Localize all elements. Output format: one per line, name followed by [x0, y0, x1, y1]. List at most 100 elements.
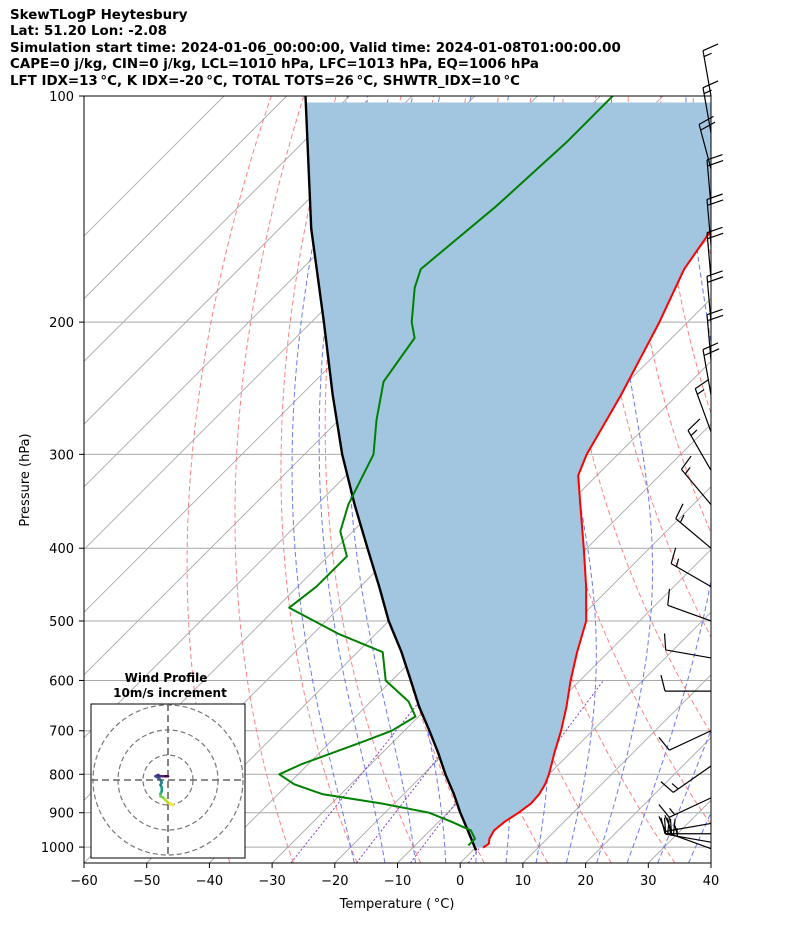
x-tick-label: 40: [703, 874, 720, 889]
wind-barb-half-flag: [671, 783, 679, 790]
wind-barb-half-flag: [676, 827, 679, 837]
wind-barb-half-flag: [684, 466, 691, 475]
y-tick-label: 1000: [41, 841, 74, 856]
wind-barb-half-flag: [696, 389, 705, 395]
x-tick-label: −20: [321, 874, 348, 889]
x-tick-label: 0: [456, 874, 464, 889]
wind-barb-staff: [667, 832, 712, 850]
dry-adiabat: [280, 96, 358, 863]
wind-barb-flag: [700, 121, 716, 131]
wind-barb-staff: [667, 604, 712, 622]
wind-barb: [706, 226, 724, 279]
wind-barb-flag: [707, 314, 724, 322]
wind-barb-staff: [702, 50, 712, 97]
wind-barb-staff: [706, 232, 712, 279]
y-tick-label: 400: [49, 542, 74, 557]
x-tick-label: 10: [515, 874, 532, 889]
isotherm: [459, 611, 711, 863]
wind-barb: [670, 547, 712, 588]
wind-barb-flag: [706, 226, 723, 234]
dry-adiabat: [726, 96, 794, 863]
wind-barb-staff: [665, 822, 712, 832]
wind-barb-staff: [706, 276, 712, 323]
wind-barb-flag: [680, 455, 692, 470]
x-tick-label: 30: [640, 874, 657, 889]
y-tick-label: 600: [49, 674, 74, 689]
moist-adiabat: [719, 96, 794, 863]
wind-barb-flag: [660, 817, 666, 834]
hodograph-inset: Wind Profile 10m/s increment: [90, 671, 246, 859]
axes: −60 −50 −40 −30 −20 −10 0 10 20 30 40 100 200 300 400 5…: [41, 90, 719, 889]
wind-barb-flag: [658, 804, 670, 818]
wind-barb-flag: [707, 159, 724, 167]
cape-line: CAPE=0 j/kg, CIN=0 j/kg, LCL=1010 hPa, L…: [10, 57, 539, 73]
wind-barb: [667, 816, 712, 850]
wind-barb-flag: [706, 308, 723, 316]
parcel-profile-line: [304, 96, 478, 851]
cin-shading: [305, 102, 711, 848]
wind-barb-flag: [667, 816, 671, 834]
chart-header: SkewTLogP Heytesbury Lat: 51.20 Lon: -2.…: [10, 8, 621, 90]
dry-adiabat: [758, 96, 794, 863]
isotherm: [271, 423, 711, 863]
y-tick-label: 800: [49, 768, 74, 783]
wind-barb-flag: [706, 270, 723, 277]
wind-barb-flag: [702, 43, 719, 52]
wind-barb-half-flag: [669, 808, 676, 816]
wind-barb: [702, 342, 720, 395]
wind-barb: [663, 633, 712, 659]
wind-barb-flag: [706, 193, 723, 200]
wind-barb-flag: [675, 503, 684, 519]
wind-barb: [694, 378, 712, 433]
isotherm: [710, 862, 711, 863]
wind-barb-half-flag: [679, 514, 685, 523]
chart-title: SkewTLogP Heytesbury: [10, 8, 188, 23]
hodograph-subtitle: 10m/s increment: [113, 686, 227, 700]
hodograph-title: Wind Profile: [125, 671, 208, 685]
wind-barb-flag: [707, 232, 724, 240]
wind-barb-staff: [694, 388, 712, 433]
wind-barb-staff: [669, 797, 712, 818]
y-tick-label: 200: [49, 316, 74, 331]
wind-barb: [660, 765, 712, 793]
plot-area: [84, 96, 794, 863]
x-tick-label: −10: [384, 874, 411, 889]
wind-barbs: [658, 43, 724, 850]
wind-barb-staff: [672, 765, 712, 793]
dry-adiabat: [593, 96, 711, 639]
mixing-ratio-line: [290, 680, 437, 863]
isotherm: [84, 96, 225, 237]
y-tick-label: 100: [49, 90, 74, 105]
wind-barb-flag: [707, 276, 724, 283]
wind-barb-half-flag: [690, 429, 698, 437]
wind-barb-flag: [660, 781, 674, 793]
moist-adiabat: [291, 96, 355, 863]
isotherm: [209, 360, 711, 863]
wind-barb-flag: [706, 153, 723, 161]
wind-barb-staff: [670, 563, 712, 588]
y-tick-label: 300: [49, 448, 74, 463]
y-tick-label: 500: [49, 615, 74, 630]
x-tick-label: −30: [258, 874, 285, 889]
isotherm: [84, 96, 413, 425]
x-tick-label: −60: [70, 874, 97, 889]
isotherm: [84, 96, 288, 300]
wind-barb: [706, 270, 724, 323]
x-axis-label: Temperature ( °C): [339, 897, 455, 912]
wind-barb-flag: [707, 199, 724, 206]
isotherm: [84, 96, 350, 363]
wind-barb-flag: [687, 418, 701, 431]
time-line: Simulation start time: 2024-01-06_00:00:…: [10, 40, 621, 56]
wind-barb-flag: [663, 633, 667, 651]
indices-line: LFT IDX=13 °C, K IDX=-20 °C, TOTAL TOTS=…: [10, 73, 521, 89]
wind-barb-flag: [698, 115, 714, 125]
wind-barb-staff: [669, 730, 712, 751]
y-tick-label: 900: [49, 807, 74, 822]
wind-barb: [658, 730, 712, 751]
wind-barb-flag: [658, 736, 670, 751]
isotherm: [522, 674, 711, 863]
dry-adiabat: [324, 96, 422, 863]
wind-barb: [687, 418, 712, 471]
wind-barb: [663, 817, 712, 843]
